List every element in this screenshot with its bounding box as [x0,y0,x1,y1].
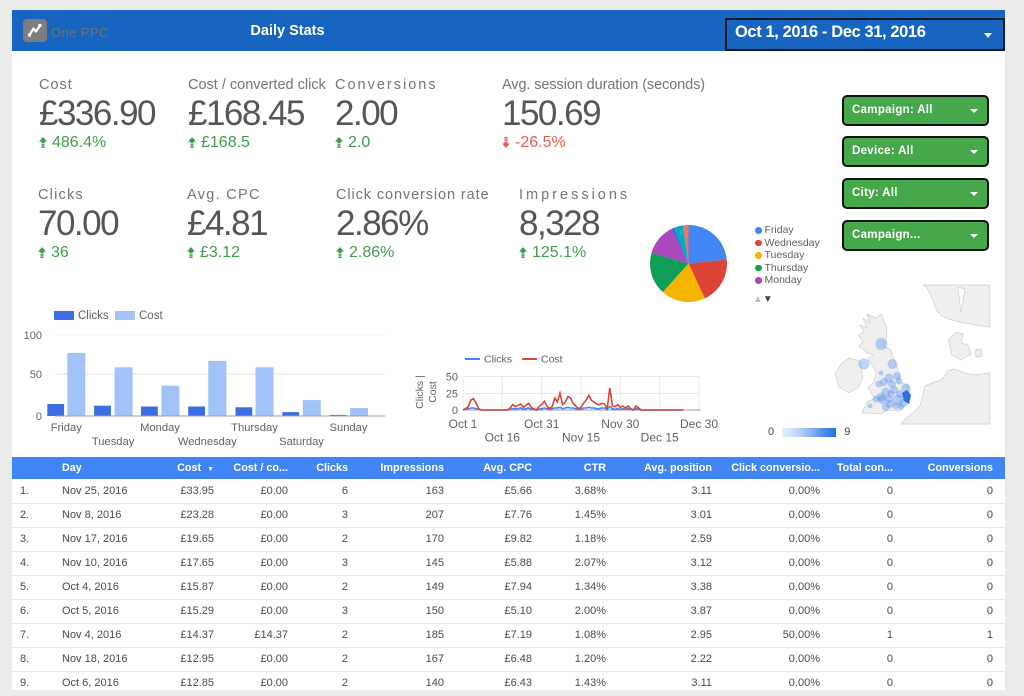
svg-text:Cost: Cost [541,354,563,366]
svg-text:Cost: Cost [427,381,439,403]
svg-text:50: 50 [30,369,42,381]
svg-text:Dec 15: Dec 15 [641,431,679,445]
svg-text:Clicks: Clicks [484,354,512,366]
svg-text:0: 0 [36,411,42,423]
svg-text:Sunday: Sunday [330,422,368,434]
svg-text:Tuesday: Tuesday [92,436,135,448]
svg-text:Clicks: Clicks [78,310,109,322]
svg-text:Nov 15: Nov 15 [562,431,600,445]
svg-text:Saturday: Saturday [279,436,324,448]
svg-text:Wednesday: Wednesday [178,436,237,448]
svg-text:Oct 1: Oct 1 [449,417,478,431]
svg-text:50: 50 [446,372,458,384]
svg-text:Friday: Friday [51,422,82,434]
svg-text:Nov 30: Nov 30 [601,417,639,431]
svg-text:Oct 16: Oct 16 [485,431,521,445]
svg-text:100: 100 [24,330,42,342]
svg-text:25: 25 [446,389,458,401]
svg-text:Cost: Cost [139,310,163,322]
svg-text:Dec 30: Dec 30 [680,417,718,431]
svg-text:Monday: Monday [140,422,180,434]
svg-text:Oct 31: Oct 31 [524,417,560,431]
svg-text:0: 0 [452,405,458,417]
svg-text:Clicks |: Clicks | [414,375,426,409]
svg-text:Thursday: Thursday [231,422,278,434]
